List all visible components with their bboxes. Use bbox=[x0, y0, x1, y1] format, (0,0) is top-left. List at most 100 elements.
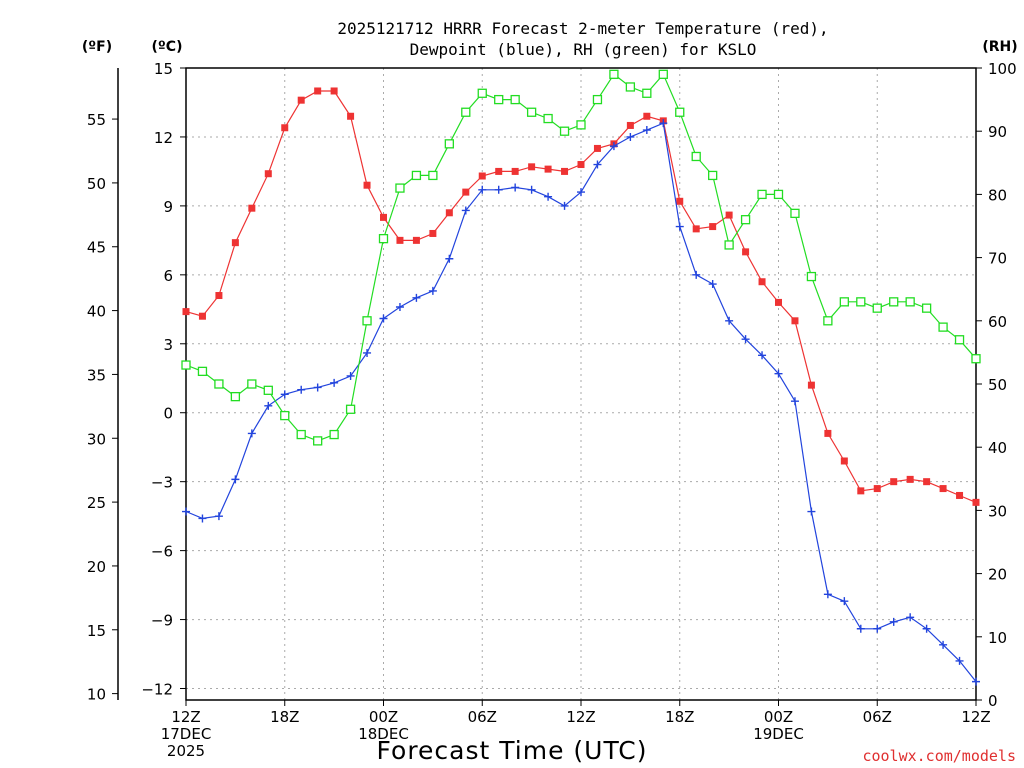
temperature-point bbox=[873, 485, 881, 493]
dewpoint-point bbox=[231, 475, 240, 484]
rh-point bbox=[494, 94, 504, 105]
temperature-point bbox=[725, 211, 733, 219]
dewpoint-point bbox=[247, 429, 256, 438]
celsius-tick-label: −9 bbox=[151, 612, 173, 630]
dewpoint-point bbox=[856, 624, 865, 633]
dewpoint-point bbox=[313, 383, 322, 392]
celsius-tick-label: 15 bbox=[154, 60, 173, 78]
dewpoint-point bbox=[478, 185, 487, 194]
temperature-point bbox=[264, 170, 272, 178]
fahrenheit-tick-label: 25 bbox=[87, 494, 106, 512]
fahrenheit-unit-label: (ºF) bbox=[82, 39, 112, 55]
rh-point bbox=[345, 404, 356, 414]
rh-point bbox=[872, 303, 882, 313]
temperature-point bbox=[495, 167, 503, 175]
dewpoint-point bbox=[741, 335, 750, 344]
rh-point bbox=[197, 366, 208, 377]
temperature-point bbox=[939, 485, 947, 493]
rh-point bbox=[510, 94, 520, 105]
x-tick-label: 2025 bbox=[167, 742, 205, 760]
dewpoint-point bbox=[264, 401, 273, 410]
rh-point bbox=[691, 151, 701, 162]
fahrenheit-tick-label: 35 bbox=[87, 366, 106, 384]
x-tick-label: 12Z bbox=[961, 708, 990, 726]
temperature-point bbox=[676, 197, 684, 205]
temperature-point bbox=[396, 236, 404, 244]
temperature-point bbox=[528, 163, 536, 171]
temperature-point bbox=[380, 213, 387, 221]
temperature-point bbox=[445, 209, 453, 217]
dewpoint-point bbox=[214, 512, 223, 521]
dewpoint-point bbox=[642, 126, 651, 135]
dewpoint-point bbox=[659, 119, 668, 128]
dewpoint-point bbox=[461, 206, 470, 215]
dewpoint-point bbox=[297, 385, 306, 394]
celsius-tick-label: 9 bbox=[163, 198, 173, 216]
dewpoint-point bbox=[807, 507, 816, 516]
temperature-series bbox=[182, 87, 980, 506]
rh-point bbox=[461, 107, 471, 117]
rh-point bbox=[296, 429, 306, 440]
x-tick-label: 19DEC bbox=[753, 725, 804, 743]
dewpoint-point bbox=[708, 280, 717, 289]
temperature-point bbox=[906, 475, 914, 483]
temperature-point bbox=[248, 204, 256, 212]
celsius-tick-label: 3 bbox=[163, 336, 173, 354]
x-tick-label: 17DEC bbox=[161, 725, 212, 743]
dewpoint-point bbox=[889, 617, 898, 626]
temperature-point bbox=[643, 112, 651, 120]
rh-point bbox=[938, 322, 948, 332]
x-tick-label: 18Z bbox=[270, 708, 299, 726]
celsius-tick-label: −12 bbox=[141, 681, 173, 699]
dewpoint-point bbox=[494, 185, 503, 194]
rh-point bbox=[477, 88, 487, 98]
rh-point bbox=[675, 107, 685, 117]
rh-tick-label: 80 bbox=[988, 186, 1007, 204]
temperature-point bbox=[363, 181, 371, 189]
rh-point bbox=[839, 297, 849, 307]
dewpoint-point bbox=[675, 222, 684, 231]
dewpoint-point bbox=[577, 188, 585, 197]
dewpoint-series bbox=[182, 119, 980, 686]
rh-point bbox=[181, 360, 191, 370]
rh-point bbox=[708, 170, 718, 181]
dewpoint-point bbox=[593, 160, 602, 169]
dewpoint-point bbox=[955, 656, 964, 665]
fahrenheit-tick-label: 40 bbox=[87, 303, 106, 321]
dewpoint-point bbox=[280, 390, 289, 399]
dewpoint-point bbox=[182, 507, 190, 516]
temperature-point bbox=[544, 165, 552, 173]
dewpoint-point bbox=[527, 185, 536, 194]
dewpoint-point bbox=[412, 293, 421, 302]
dewpoint-point bbox=[823, 590, 832, 599]
temperature-point bbox=[824, 429, 832, 437]
dewpoint-point bbox=[609, 142, 618, 151]
temperature-point bbox=[923, 478, 931, 486]
rh-point bbox=[806, 271, 817, 282]
rh-point bbox=[757, 189, 767, 200]
dewpoint-point bbox=[198, 514, 207, 523]
celsius-tick-label: 0 bbox=[163, 405, 173, 423]
rh-point bbox=[378, 233, 389, 244]
temperature-point bbox=[215, 292, 223, 300]
chart-title-line1: 2025121712 HRRR Forecast 2-meter Tempera… bbox=[337, 19, 828, 38]
x-tick-label: 06Z bbox=[468, 708, 497, 726]
temperature-point bbox=[742, 248, 750, 256]
fahrenheit-tick-label: 15 bbox=[87, 622, 106, 640]
fahrenheit-tick-label: 55 bbox=[87, 111, 106, 129]
rh-point bbox=[971, 354, 981, 364]
rh-point bbox=[395, 183, 405, 193]
rh-tick-label: 70 bbox=[988, 250, 1007, 268]
dewpoint-point bbox=[428, 286, 437, 295]
dewpoint-point bbox=[758, 351, 767, 360]
dewpoint-point bbox=[939, 640, 948, 649]
rh-point bbox=[592, 94, 603, 105]
rh-point bbox=[905, 297, 915, 307]
rh-point bbox=[247, 379, 257, 389]
rh-point bbox=[609, 69, 619, 79]
rh-point bbox=[543, 113, 553, 124]
temperature-point bbox=[281, 124, 289, 132]
rh-point bbox=[313, 436, 323, 446]
rh-point bbox=[658, 69, 668, 79]
temperature-point bbox=[758, 278, 766, 286]
